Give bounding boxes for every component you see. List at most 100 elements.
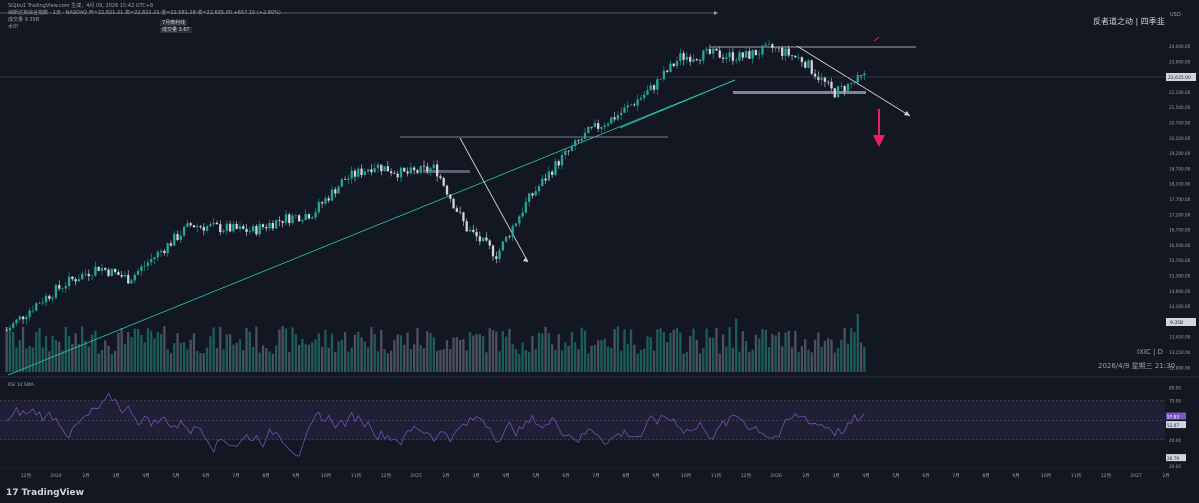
volume-bar <box>629 329 633 372</box>
annotation-tag-2[interactable]: 成交量 3.6T <box>160 27 192 33</box>
volume-bar <box>5 327 8 372</box>
candle-body <box>646 90 649 95</box>
rsi-tick-label: 80.00 <box>1169 386 1181 391</box>
candle-body <box>567 150 570 152</box>
candle-body <box>255 226 258 235</box>
candle-body <box>560 154 564 166</box>
volume-bar <box>317 333 320 372</box>
volume-bar <box>429 332 432 372</box>
volume-bar <box>524 349 528 372</box>
time-tick-label: 9月 <box>292 473 299 479</box>
volume-bar <box>297 344 301 372</box>
volume-bar <box>583 330 587 372</box>
candle-body <box>462 212 465 222</box>
candle-body <box>643 94 646 99</box>
candle-body <box>583 132 587 139</box>
volume-bar <box>48 351 51 372</box>
volume-badge-label: 9.35B <box>1170 320 1183 326</box>
candle-body <box>836 86 840 98</box>
candle-body <box>531 193 534 196</box>
candle-body <box>754 50 758 56</box>
volume-bar <box>117 332 120 372</box>
candle-body <box>21 316 25 320</box>
drawing-annotations[interactable] <box>0 11 916 376</box>
candle-body <box>813 73 817 77</box>
candle-body <box>242 226 245 229</box>
candle-body <box>376 164 380 169</box>
tradingview-logo[interactable]: 𝟭𝟳 TradingView <box>6 488 84 498</box>
volume-bar <box>856 313 859 372</box>
candle-body <box>649 85 652 91</box>
time-tick-label: 2月 <box>802 473 809 479</box>
candle-body <box>225 223 228 231</box>
time-tick-label: 2月 <box>1162 473 1169 479</box>
candle-body <box>564 150 567 155</box>
candle-body <box>465 221 468 232</box>
volume-bar <box>350 347 353 372</box>
volume-bar <box>613 329 616 372</box>
volume-bar <box>754 334 758 372</box>
candle-body <box>551 171 554 175</box>
volume-bar <box>366 347 370 372</box>
volume-bar <box>386 353 389 372</box>
rsi-pane[interactable]: RSI 14 SMA 80.00 70.00 40.00 20.00 57.83 52.07… <box>0 376 1199 469</box>
last-price-badge <box>1166 73 1196 81</box>
volume-bar <box>570 332 574 372</box>
volume-bar <box>468 331 472 372</box>
volume-bar <box>518 353 521 372</box>
time-tick-label: 7月 <box>952 473 959 479</box>
volume-bar <box>458 339 462 372</box>
candle-body <box>77 279 81 282</box>
volume-bar <box>728 327 731 372</box>
long-trendline <box>7 79 736 376</box>
volume-bar <box>396 334 399 372</box>
candle-body <box>281 220 284 223</box>
candle-body <box>334 189 337 194</box>
header-watermark-label: 水印 <box>8 24 19 30</box>
annotation-tag-1[interactable]: 7月微利线 <box>160 20 188 26</box>
volume-bar <box>261 345 265 372</box>
candle-body <box>294 215 297 216</box>
volume-bar <box>274 345 278 372</box>
time-axis[interactable]: 12月 2024 2月 3月 4月 5月 6月 7月 8月 9月 10月 11月 12月 2025 2月 3月… <box>0 467 1170 479</box>
candle-body <box>320 202 324 204</box>
candle-body <box>186 223 189 227</box>
candle-body <box>100 267 104 271</box>
time-tick-label: 2月 <box>442 473 449 479</box>
candle-body <box>202 227 205 231</box>
volume-badge <box>1166 318 1196 326</box>
volume-bar <box>827 338 830 372</box>
volume-bar <box>669 332 672 372</box>
volume-bar <box>823 340 827 372</box>
candle-body <box>767 44 771 45</box>
candle-body <box>297 215 301 222</box>
candle-body <box>672 63 675 67</box>
candle-body <box>409 167 413 174</box>
candle-body <box>521 212 524 217</box>
volume-bar <box>212 327 215 372</box>
price-tick-label: 21,500.00 <box>1169 105 1191 110</box>
footer-bar <box>0 484 1199 503</box>
volume-bar <box>557 334 560 372</box>
time-tick-label: 6月 <box>202 473 209 479</box>
volume-bar <box>764 330 767 372</box>
volume-bar <box>393 340 396 372</box>
candle-body <box>199 226 202 228</box>
volume-bar <box>495 331 498 372</box>
candle-body <box>61 288 64 289</box>
candle-body <box>524 201 528 213</box>
volume-bar <box>25 348 28 372</box>
candle-body <box>153 257 156 260</box>
candle-body <box>268 223 271 229</box>
header-volume: 成交量 9.35B <box>8 17 40 23</box>
volume-bar <box>508 328 511 372</box>
price-axis[interactable]: USD24,000.0023,900.0023,100.0022,100.002… <box>0 0 1199 378</box>
candle-body <box>692 59 695 62</box>
volume-bar <box>761 328 764 372</box>
volume-bar <box>725 346 728 372</box>
candle-body <box>432 164 436 169</box>
volume-bar <box>528 352 531 372</box>
volume-bar <box>741 331 744 372</box>
volume-bar <box>64 326 67 372</box>
